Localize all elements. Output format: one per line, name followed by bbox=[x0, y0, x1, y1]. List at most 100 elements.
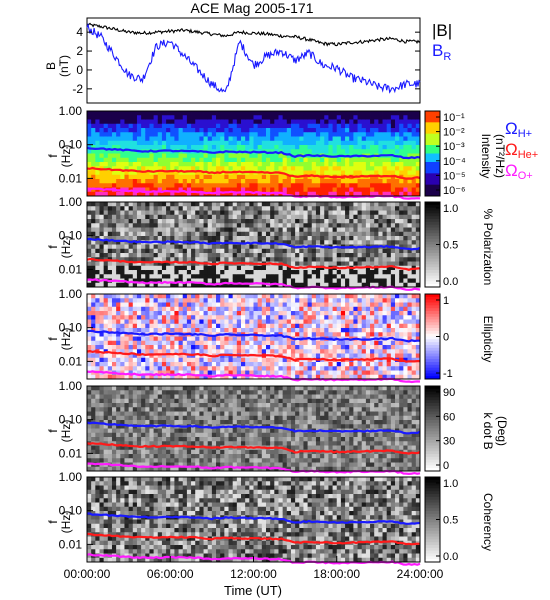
spectrogram-cell bbox=[411, 349, 417, 354]
spectrogram-cell bbox=[365, 274, 371, 279]
spectrogram-cell bbox=[307, 294, 313, 299]
spectrogram-cell bbox=[220, 311, 225, 316]
spectrogram-cell bbox=[174, 298, 179, 303]
spectrogram-cell bbox=[153, 374, 159, 380]
spectrogram-cell bbox=[116, 345, 121, 350]
spectrogram-cell bbox=[382, 332, 388, 337]
colorbar-tick-label: 10⁻¹ bbox=[443, 112, 465, 124]
spectrogram-cell bbox=[116, 170, 121, 176]
spectrogram-cell bbox=[345, 166, 350, 171]
spectrogram-cell bbox=[290, 202, 296, 207]
spectrogram-cell bbox=[307, 132, 313, 137]
spectrogram-cell bbox=[182, 336, 188, 342]
spectrogram-cell bbox=[336, 240, 342, 245]
spectrogram-cell bbox=[295, 340, 300, 346]
spectrogram-cell bbox=[207, 210, 213, 216]
spectrogram-cell bbox=[403, 170, 408, 176]
spectrogram-cell bbox=[303, 170, 309, 176]
spectrogram-cell bbox=[299, 115, 304, 120]
spectrogram-cell bbox=[99, 345, 105, 350]
spectrogram-cell bbox=[395, 319, 400, 325]
spectrogram-cell bbox=[195, 302, 200, 308]
spectrogram-cell bbox=[166, 123, 171, 129]
spectrogram-cell bbox=[232, 248, 238, 254]
spectrogram-cell bbox=[311, 374, 317, 380]
spectrogram-cell bbox=[191, 298, 196, 303]
spectrogram-cell bbox=[270, 128, 275, 133]
spectrogram-cell bbox=[224, 219, 229, 224]
spectrogram-cell bbox=[407, 274, 413, 279]
spectrogram-cell bbox=[395, 298, 400, 303]
spectrogram-cell bbox=[374, 278, 379, 284]
spectrogram-cell bbox=[290, 236, 296, 241]
spectrogram-cell bbox=[307, 298, 313, 303]
spectrogram-cell bbox=[241, 253, 246, 258]
spectrogram-cell bbox=[357, 236, 363, 241]
spectrogram-cell bbox=[145, 306, 150, 312]
spectrogram-cell bbox=[228, 210, 234, 216]
spectrogram-cell bbox=[203, 223, 209, 228]
spectrogram-cell bbox=[245, 265, 250, 271]
spectrogram-cell bbox=[407, 357, 413, 363]
spectrogram-cell bbox=[191, 136, 196, 142]
spectrogram-cell bbox=[386, 149, 392, 154]
spectrogram-cell bbox=[157, 362, 163, 367]
spectrogram-cell bbox=[395, 340, 400, 346]
spectrogram-cell bbox=[411, 257, 417, 262]
spectrogram-cell bbox=[186, 183, 192, 188]
spectrogram-cell bbox=[370, 214, 375, 220]
spectrogram-cell bbox=[253, 302, 259, 308]
spectrogram-cell bbox=[145, 111, 150, 116]
spectrogram-cell bbox=[95, 170, 100, 176]
spectrogram-cell bbox=[386, 374, 392, 380]
spectrogram-cell bbox=[91, 162, 96, 167]
spectrogram-cell bbox=[295, 353, 300, 359]
spectrogram-cell bbox=[191, 261, 196, 267]
spectrogram-cell bbox=[236, 306, 242, 312]
spectrogram-cell bbox=[390, 328, 396, 333]
spectrogram-cell bbox=[178, 257, 184, 262]
spectrogram-cell bbox=[249, 119, 254, 125]
spectrogram-cell bbox=[382, 253, 388, 258]
spectrogram-cell bbox=[411, 191, 417, 197]
spectrogram-cell bbox=[407, 302, 413, 308]
spectrogram-cell bbox=[357, 294, 363, 299]
spectrogram-cell bbox=[170, 370, 175, 376]
spectrogram-cell bbox=[211, 219, 217, 224]
colorbar-swatch bbox=[425, 272, 440, 277]
spectrogram-cell bbox=[220, 306, 225, 312]
spectrogram-cell bbox=[111, 282, 117, 288]
spectrogram-cell bbox=[328, 306, 333, 312]
spectrogram-cell bbox=[257, 298, 263, 303]
spectrogram-cell bbox=[232, 253, 238, 258]
spectrogram-cell bbox=[145, 166, 150, 171]
spectrogram-cell bbox=[107, 170, 113, 176]
spectrogram-cell bbox=[345, 236, 350, 241]
spectrogram-cell bbox=[336, 323, 342, 329]
spectrogram-cell bbox=[224, 145, 229, 150]
spectrogram-cell bbox=[174, 265, 179, 271]
spectrogram-cell bbox=[357, 353, 363, 359]
spectrogram-cell bbox=[128, 282, 134, 288]
spectrogram-cell bbox=[299, 111, 304, 116]
spectrogram-cell bbox=[145, 319, 150, 325]
spectrogram-cell bbox=[345, 362, 350, 367]
spectrogram-cell bbox=[340, 214, 346, 220]
spectrogram-cell bbox=[265, 257, 271, 262]
spectrogram-cell bbox=[232, 115, 238, 120]
spectrogram-cell bbox=[132, 270, 138, 275]
spectrogram-cell bbox=[399, 366, 404, 371]
spectrogram-cell bbox=[332, 349, 338, 354]
spectrogram-cell bbox=[349, 270, 354, 275]
spectrogram-cell bbox=[320, 140, 325, 146]
spectrogram-cell bbox=[174, 132, 179, 137]
spectrogram-cell bbox=[161, 294, 167, 299]
spectrogram-cell bbox=[241, 294, 246, 299]
spectrogram-cell bbox=[307, 302, 313, 308]
spectrogram-cell bbox=[324, 261, 329, 267]
spectrogram-cell bbox=[328, 298, 333, 303]
colorbar-swatch bbox=[425, 261, 440, 265]
spectrogram-cell bbox=[320, 366, 325, 371]
spectrogram-cell bbox=[370, 332, 375, 337]
spectrogram-cell bbox=[116, 261, 121, 267]
